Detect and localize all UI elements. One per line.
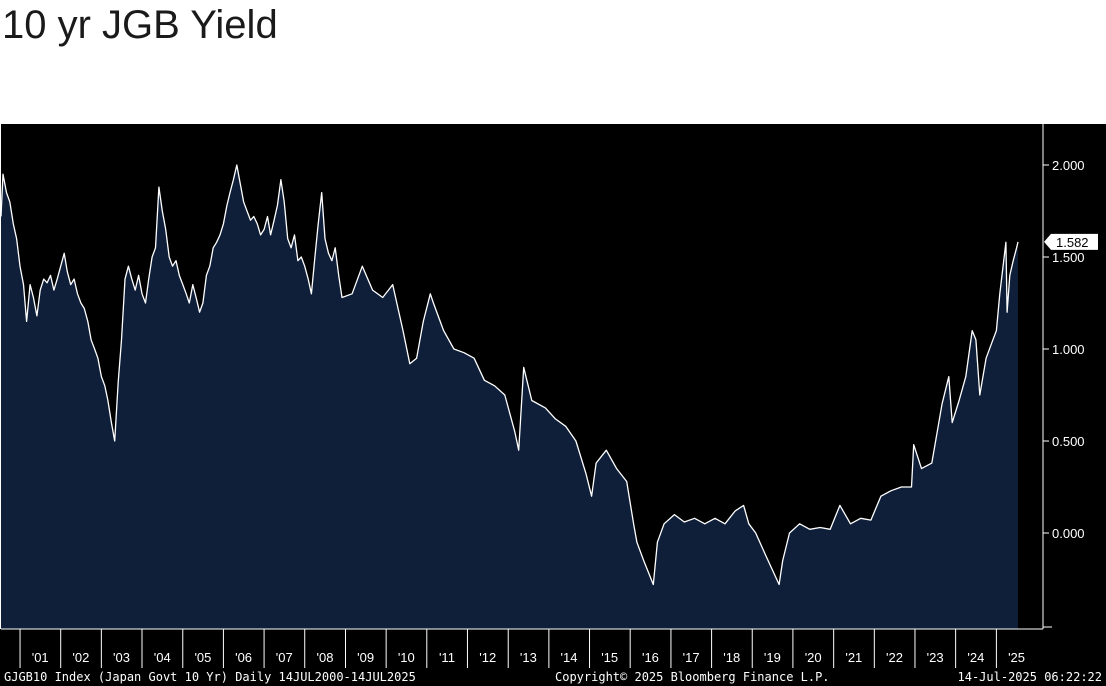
y-tick-label: 1.500 [1052,250,1085,265]
x-tick-label: '20 [805,650,822,665]
x-tick-label: '17 [683,650,700,665]
x-tick-label: '04 [154,650,171,665]
series-layer [0,164,1019,629]
x-axis: '01 '02 '03 '04 '05 '06 '07 '08 '09 '10 '11 '12 '13 '… [19,629,1025,668]
x-tick-label: '23 [927,650,944,665]
x-tick-label: '05 [194,650,211,665]
footer-left: GJGB10 Index (Japan Govt 10 Yr) Daily 14… [4,670,416,684]
y-tick-label: 0.000 [1052,526,1085,541]
x-tick-label: '18 [723,650,740,665]
x-tick-label: '14 [561,650,578,665]
x-tick-label: '19 [764,650,781,665]
x-tick-label: '13 [520,650,537,665]
x-axis-background [0,629,1106,686]
x-tick-label: '02 [72,650,89,665]
x-tick-label: '07 [276,650,293,665]
last-value-label: 1.582 [1044,233,1098,250]
x-tick-label: '09 [357,650,374,665]
y-tick-label: 1.000 [1052,342,1085,357]
y-axis-background [1043,124,1106,629]
footer-center: Copyright© 2025 Bloomberg Finance L.P. [555,670,830,684]
y-tick-label: 2.000 [1052,158,1085,173]
x-tick-label: '24 [967,650,984,665]
last-value-text: 1.582 [1056,235,1089,250]
x-tick-label: '06 [235,650,252,665]
x-tick-label: '10 [398,650,415,665]
series-area [1,165,1018,629]
x-tick-label: '08 [317,650,334,665]
y-axis: 2.000 1.500 1.000 0.500 0.000 [1043,158,1085,628]
x-tick-label: '22 [886,650,903,665]
x-tick-label: '25 [1008,650,1025,665]
page-title: 10 yr JGB Yield [2,3,278,47]
y-tick-label: 0.500 [1052,434,1085,449]
footer-right: 14-Jul-2025 06:22:22 [958,670,1103,684]
x-tick-label: '15 [601,650,618,665]
last-value-box [1044,233,1098,250]
x-tick-label: '16 [642,650,659,665]
x-tick-label: '11 [439,650,455,665]
series-line [0,164,1019,586]
x-tick-label: '01 [32,650,49,665]
x-tick-label: '03 [113,650,130,665]
x-tick-label: '21 [845,650,862,665]
x-tick-label: '12 [479,650,496,665]
